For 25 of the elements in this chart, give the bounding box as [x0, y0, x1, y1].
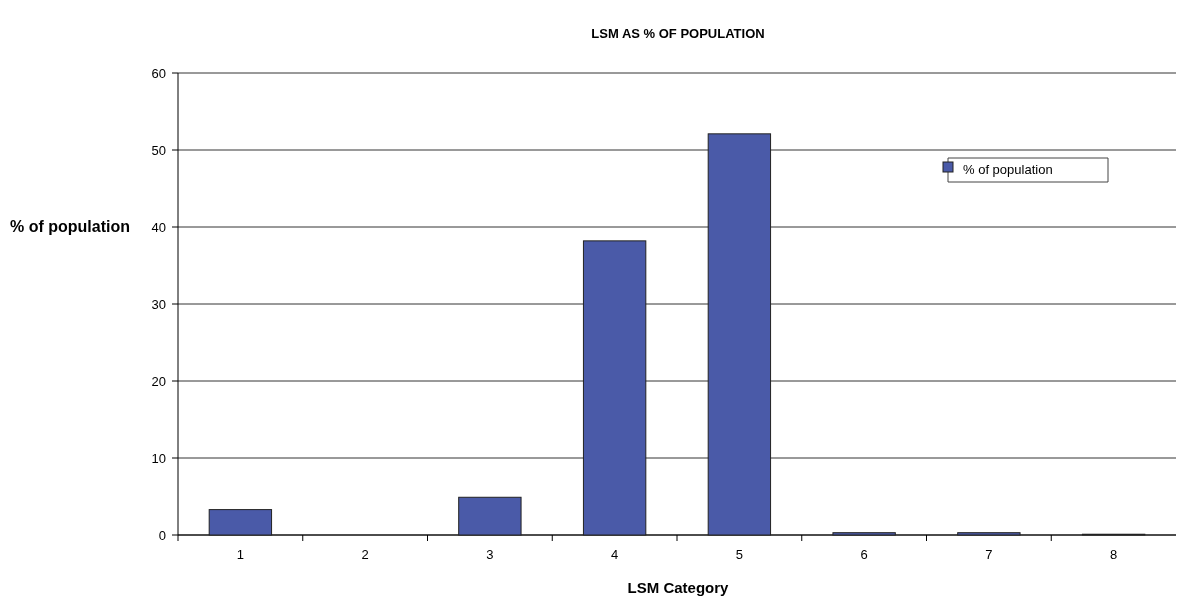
- x-tick-label: 3: [486, 547, 494, 562]
- x-tick-label: 7: [985, 547, 993, 562]
- legend-label: % of population: [963, 162, 1053, 177]
- bar: [582, 240, 647, 536]
- y-tick-label: 10: [151, 450, 166, 466]
- y-axis-title: % of population: [10, 218, 130, 235]
- x-tick-label: 1: [236, 547, 244, 562]
- y-tick-label: 60: [151, 65, 166, 81]
- y-tick-label: 0: [158, 527, 166, 543]
- x-tick-label: 5: [735, 547, 743, 562]
- chart-title: LSM AS % OF POPULATION: [591, 26, 765, 41]
- y-tick-label: 30: [151, 296, 166, 312]
- x-tick-label: 4: [611, 547, 619, 562]
- x-tick-label: 8: [1110, 547, 1118, 562]
- bar: [458, 496, 522, 536]
- x-axis-title: LSM Category: [627, 579, 730, 596]
- bar: [832, 532, 896, 536]
- y-tick-label: 40: [151, 219, 166, 235]
- bar: [707, 133, 772, 536]
- x-tick-label: 2: [361, 547, 369, 562]
- y-tick-label: 20: [151, 373, 166, 389]
- x-tick-label: 6: [860, 547, 868, 562]
- bar: [208, 509, 273, 536]
- y-tick-label: 50: [151, 142, 166, 158]
- bar: [957, 532, 1021, 536]
